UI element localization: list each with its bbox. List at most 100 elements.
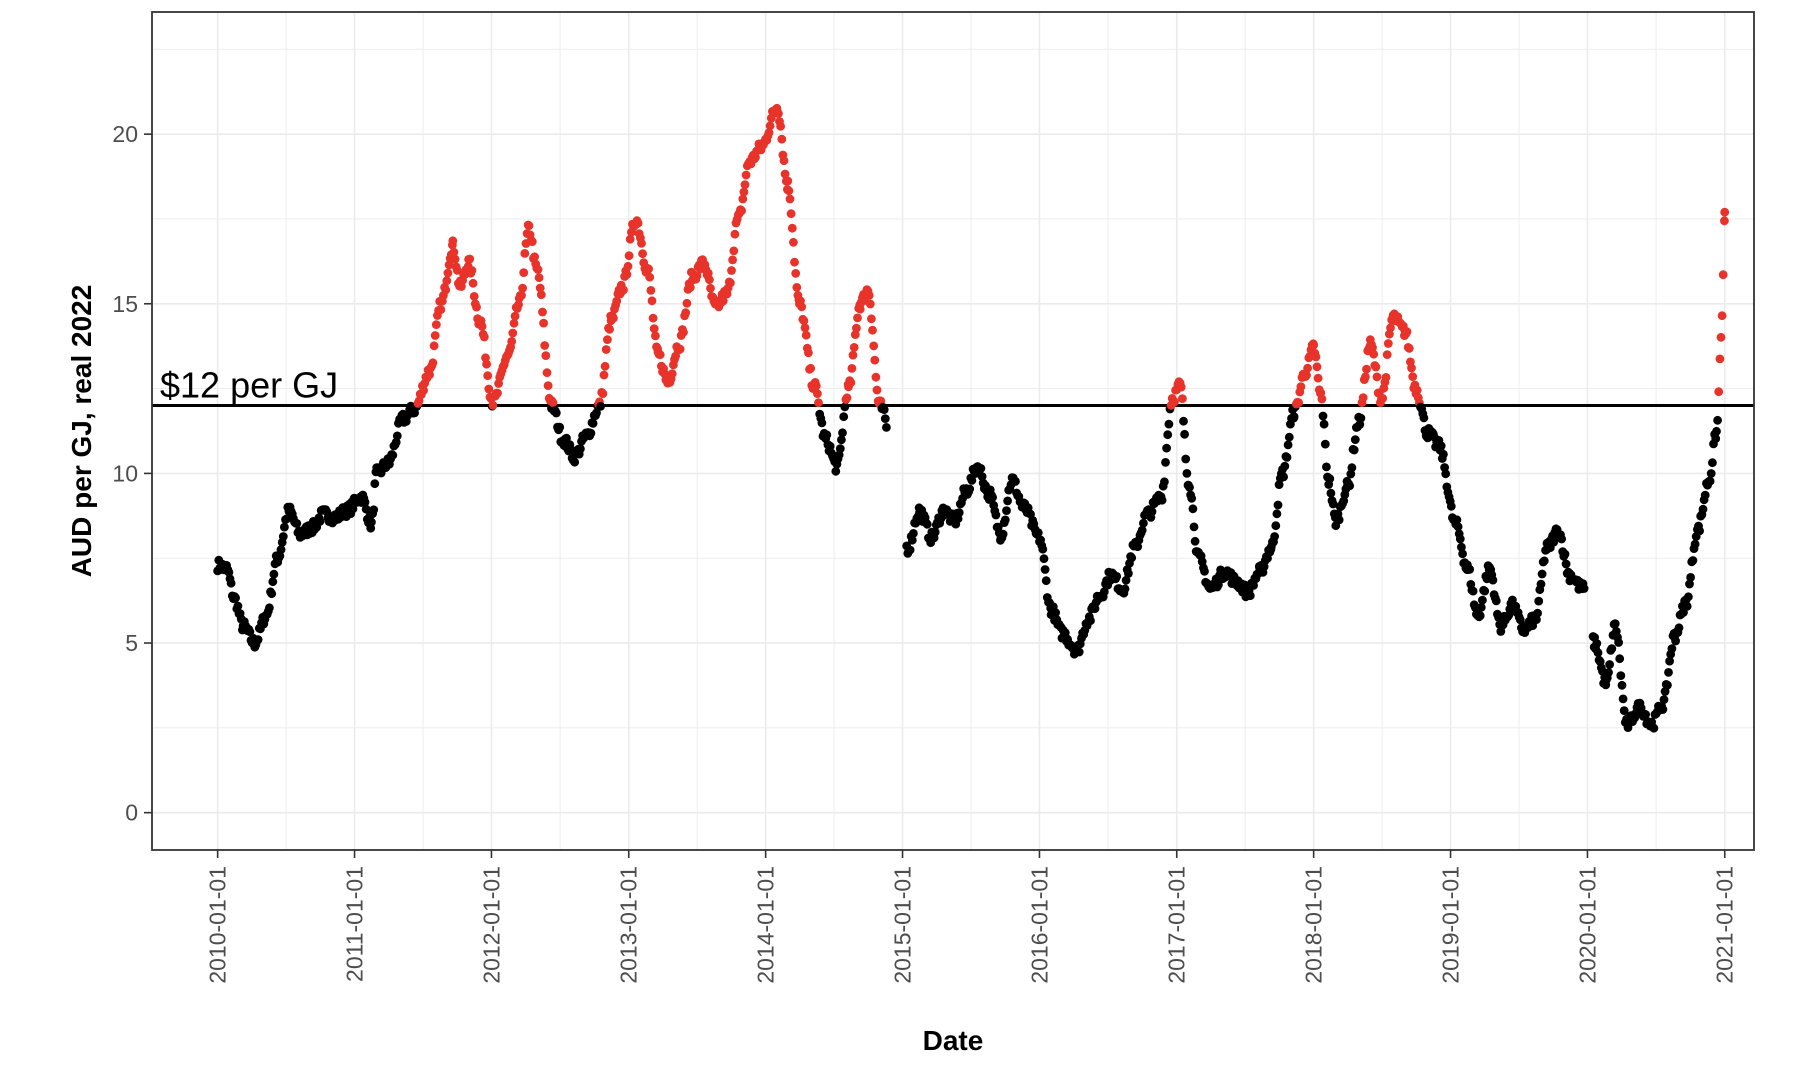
data-point (817, 418, 827, 428)
data-point (1361, 372, 1370, 382)
data-point (586, 428, 596, 438)
data-point (1302, 370, 1311, 380)
data-point (1041, 576, 1051, 586)
data-point (1713, 415, 1722, 425)
data-point (811, 381, 821, 391)
data-point (837, 435, 846, 445)
x-axis: 2010-01-01 2011-01-01 2012-01-01 2013-01-01… (205, 850, 1738, 984)
data-point (865, 299, 875, 309)
data-point (1317, 394, 1327, 404)
x-tick-label: 2019-01-01 (1438, 866, 1464, 984)
data-point (1715, 354, 1725, 364)
data-point (1182, 469, 1192, 478)
data-point (741, 170, 751, 180)
data-point (1649, 723, 1659, 733)
data-point (645, 272, 655, 282)
data-point (1371, 362, 1381, 372)
grid (152, 12, 1754, 850)
data-point (637, 239, 646, 248)
data-point (785, 194, 795, 204)
data-point (1610, 619, 1620, 628)
data-point (1272, 509, 1282, 519)
data-point (967, 476, 977, 485)
data-point (1381, 373, 1391, 382)
data-point (1458, 549, 1467, 559)
data-point (519, 268, 529, 277)
data-point (868, 325, 877, 335)
data-point (598, 389, 608, 398)
data-point (1326, 488, 1336, 498)
data-point (245, 627, 255, 637)
data-point (1086, 616, 1095, 626)
data-point (646, 286, 656, 295)
data-point (847, 364, 857, 373)
data-point (726, 278, 735, 288)
data-point (1294, 398, 1303, 407)
data-point (555, 422, 565, 432)
data-point (472, 302, 481, 312)
data-point (1284, 432, 1294, 442)
data-point (527, 237, 537, 247)
data-point (533, 265, 543, 274)
data-point (543, 381, 553, 390)
data-point (852, 323, 861, 333)
data-point (1356, 413, 1366, 423)
data-point (867, 314, 876, 324)
data-point (638, 249, 647, 259)
data-point (1283, 440, 1293, 450)
x-tick-label: 2017-01-01 (1164, 866, 1190, 984)
data-point (612, 296, 622, 306)
data-point (1033, 528, 1043, 538)
x-tick-label: 2015-01-01 (890, 866, 916, 984)
data-point (835, 444, 845, 453)
data-point (1178, 394, 1187, 403)
y-tick-label: 5 (125, 630, 138, 656)
data-point (1378, 394, 1388, 403)
data-point (801, 330, 811, 340)
data-point (825, 441, 835, 451)
data-point (728, 255, 737, 265)
data-point (784, 186, 794, 196)
data-point (267, 589, 277, 599)
data-point (777, 134, 787, 144)
data-point (1003, 496, 1012, 506)
data-point (1185, 483, 1194, 492)
data-point (1616, 671, 1626, 680)
data-point (1368, 343, 1377, 352)
data-point (1176, 382, 1186, 392)
data-point (1686, 573, 1695, 582)
data-point (1592, 639, 1602, 648)
data-point (1407, 363, 1416, 373)
x-tick-label: 2010-01-01 (205, 866, 231, 984)
data-point (718, 296, 728, 306)
data-point (1309, 340, 1318, 350)
data-point (846, 378, 856, 387)
data-point (1270, 532, 1279, 541)
data-point (729, 246, 739, 256)
data-point (1358, 393, 1368, 402)
data-point (1311, 352, 1321, 362)
data-point (791, 269, 801, 278)
data-point (1593, 648, 1603, 658)
data-point (930, 527, 940, 537)
x-tick-label: 2013-01-01 (616, 866, 642, 984)
data-point (510, 311, 520, 321)
data-point (1604, 668, 1613, 677)
data-point (539, 318, 548, 328)
panel-border (151, 11, 1755, 851)
data-point (879, 405, 889, 414)
data-points (213, 103, 1730, 733)
data-point (224, 567, 234, 577)
data-point (1453, 522, 1463, 532)
data-point (1313, 373, 1323, 383)
data-point (507, 337, 517, 346)
data-point (907, 535, 917, 545)
data-point (1000, 515, 1010, 525)
data-point (419, 386, 428, 395)
data-point (786, 209, 796, 219)
data-point (870, 355, 880, 365)
data-point (1695, 526, 1704, 536)
data-point (265, 603, 274, 613)
data-point (1665, 656, 1674, 666)
data-point (548, 398, 558, 408)
